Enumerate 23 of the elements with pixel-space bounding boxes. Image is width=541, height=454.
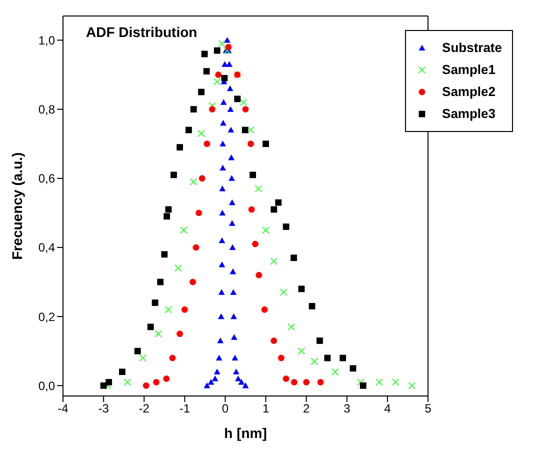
y-tick-label: 1,0 — [38, 33, 56, 48]
x-tick-label: -1 — [179, 402, 190, 416]
y-tick-label: 0,8 — [38, 102, 56, 117]
y-tick-label: 0,0 — [38, 378, 56, 393]
legend-label: Sample3 — [442, 105, 496, 123]
x-tick-label: 0 — [222, 402, 229, 416]
x-tick-label: 1 — [262, 402, 270, 416]
text: ADF Distribution — [86, 24, 198, 40]
x-tick-label: -3 — [98, 402, 110, 416]
x-tick-label: -2 — [138, 402, 150, 416]
y-tick-label: 0,6 — [38, 172, 56, 186]
legend-label: Substrate — [442, 39, 502, 57]
x-tick-label: -4 — [58, 402, 69, 416]
x-tick-label: 3 — [344, 402, 351, 416]
y-axis-title: Frecuency (a.u.) — [8, 152, 25, 260]
x-axis-title: h [nm] — [224, 425, 267, 441]
y-tick-label: 0,4 — [38, 240, 56, 255]
y-tick-label: 0,2 — [38, 310, 56, 324]
legend-label: Sample1 — [442, 61, 496, 79]
x-tick-label: 4 — [384, 402, 392, 416]
x-tick-label: 5 — [424, 402, 432, 416]
x-tick-label: 2 — [303, 402, 310, 416]
legend-label: Sample2 — [442, 83, 496, 101]
